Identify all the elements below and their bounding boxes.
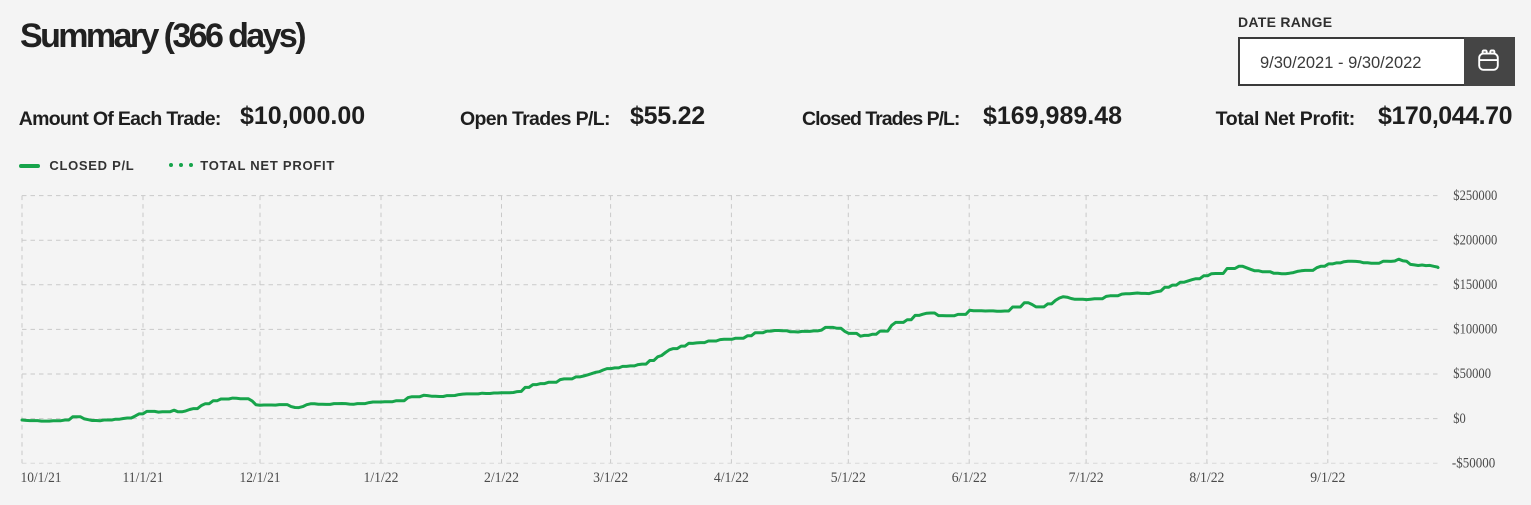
- svg-text:4/1/22: 4/1/22: [714, 470, 749, 486]
- svg-text:2/1/22: 2/1/22: [484, 470, 519, 486]
- svg-text:11/1/21: 11/1/21: [123, 470, 164, 486]
- svg-text:$250000: $250000: [1453, 188, 1497, 204]
- svg-text:$0: $0: [1453, 411, 1466, 427]
- svg-text:12/1/21: 12/1/21: [240, 470, 281, 486]
- svg-text:$50000: $50000: [1453, 366, 1491, 382]
- svg-text:-$50000: -$50000: [1452, 455, 1495, 471]
- svg-text:3/1/22: 3/1/22: [593, 470, 628, 486]
- svg-text:7/1/22: 7/1/22: [1069, 470, 1104, 486]
- svg-text:9/1/22: 9/1/22: [1310, 470, 1345, 486]
- svg-text:8/1/22: 8/1/22: [1189, 470, 1224, 486]
- svg-text:$150000: $150000: [1453, 277, 1497, 293]
- svg-text:10/1/21: 10/1/21: [21, 470, 62, 486]
- svg-text:$100000: $100000: [1453, 322, 1497, 338]
- svg-text:6/1/22: 6/1/22: [952, 470, 987, 486]
- svg-text:5/1/22: 5/1/22: [831, 470, 866, 486]
- svg-text:$200000: $200000: [1453, 232, 1497, 248]
- svg-text:1/1/22: 1/1/22: [364, 470, 399, 486]
